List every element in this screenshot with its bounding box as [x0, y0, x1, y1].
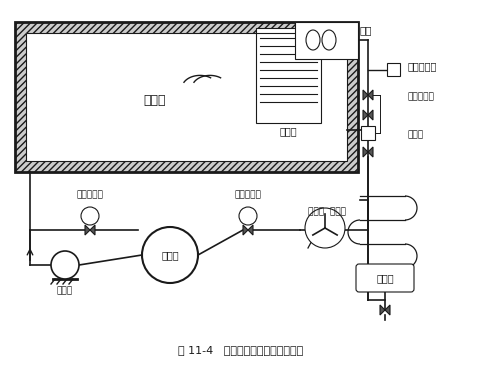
Circle shape — [239, 207, 257, 225]
Text: 压缩机: 压缩机 — [161, 250, 179, 260]
Text: 贯藏器: 贯藏器 — [376, 273, 394, 283]
Text: 电磁鄀: 电磁鄀 — [408, 131, 424, 139]
Text: 冷藏库: 冷藏库 — [144, 93, 166, 107]
Text: 蒸发器: 蒸发器 — [279, 126, 297, 136]
Polygon shape — [363, 110, 368, 120]
Bar — [15, 22, 358, 172]
Bar — [15, 161, 358, 172]
FancyBboxPatch shape — [356, 264, 414, 292]
Polygon shape — [368, 110, 373, 120]
Polygon shape — [248, 225, 253, 235]
Polygon shape — [243, 225, 248, 235]
Bar — [26, 33, 347, 161]
Text: 图 11-4   小型冷藏库的自动控制系统: 图 11-4 小型冷藏库的自动控制系统 — [178, 345, 304, 355]
Text: 电动机: 电动机 — [57, 287, 73, 296]
Polygon shape — [85, 225, 90, 235]
Ellipse shape — [322, 30, 336, 50]
Text: 空冷式  冷凝器: 空冷式 冷凝器 — [308, 207, 346, 216]
Bar — [295, 22, 358, 59]
Bar — [15, 33, 26, 161]
Bar — [26, 33, 347, 161]
Text: 高压继电器: 高压继电器 — [235, 191, 261, 200]
Bar — [387, 63, 400, 76]
Ellipse shape — [306, 30, 320, 50]
Bar — [347, 33, 358, 161]
Polygon shape — [368, 90, 373, 100]
Circle shape — [81, 207, 99, 225]
Text: 风机: 风机 — [360, 25, 372, 35]
Polygon shape — [90, 225, 95, 235]
Text: 手动膨胀阀: 手动膨胀阀 — [408, 92, 435, 101]
Bar — [256, 28, 321, 123]
Bar — [361, 126, 375, 140]
Polygon shape — [368, 147, 373, 157]
Polygon shape — [363, 147, 368, 157]
Polygon shape — [363, 90, 368, 100]
Circle shape — [142, 227, 198, 283]
Polygon shape — [385, 305, 390, 315]
Polygon shape — [380, 305, 385, 315]
Circle shape — [305, 208, 345, 248]
Bar — [15, 22, 358, 33]
Circle shape — [51, 251, 79, 279]
Text: 温度继电器: 温度继电器 — [407, 61, 437, 71]
Text: 低压继电器: 低压继电器 — [77, 191, 104, 200]
